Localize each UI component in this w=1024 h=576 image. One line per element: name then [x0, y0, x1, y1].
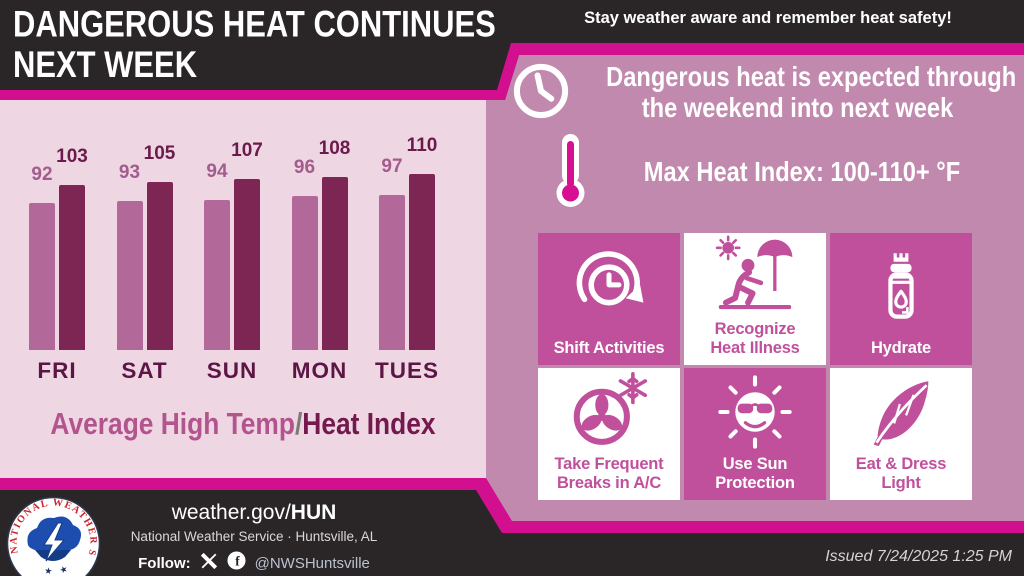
bar-group-mon: 96 108 MON — [291, 100, 350, 383]
average-high-temp-bar — [379, 195, 405, 350]
follow-label: Follow: — [138, 554, 191, 572]
max-heat-index-label: Max Heat Index: 100-110+ °F — [643, 156, 961, 187]
safety-tile-use-sun-protection: Use Sun Protection — [684, 368, 826, 500]
safety-tile-take-frequent-breaks-in-a-c: Take Frequent Breaks in A/C — [538, 368, 680, 500]
page-title: DANGEROUS HEAT CONTINUES NEXT WEEK — [13, 3, 496, 84]
tile-label: Recognize Heat Illness — [710, 320, 800, 357]
social-handle: @NWSHuntsville — [254, 554, 370, 572]
bar-chart: 92 103 FRI 93 105 SAT 94 107 SUN 96 108 MON 97 110 TUE… — [0, 100, 486, 383]
tile-label: Shift Activities — [553, 339, 665, 357]
website-url: weather.gov/HUN — [104, 501, 404, 525]
website-prefix: weather.gov/ — [171, 501, 291, 524]
chart-title-separator: / — [294, 406, 303, 441]
day-label: MON — [291, 358, 348, 383]
heat-index-value: 110 — [406, 135, 438, 156]
sun-protection-icon — [712, 368, 798, 455]
shift-clock-icon — [569, 233, 649, 339]
average-high-temp-bar — [29, 203, 55, 350]
day-label: TUES — [374, 358, 439, 383]
heat-index-value: 103 — [56, 146, 88, 167]
bar-group-sat: 93 105 SAT — [116, 100, 175, 383]
website-office-id: HUN — [290, 501, 337, 524]
alert-heading-line2: the weekend into next week — [641, 92, 954, 123]
alert-heading-line1: Dangerous heat is expected through — [606, 61, 1017, 92]
heat-index-bar — [409, 174, 435, 350]
day-label: SAT — [121, 358, 168, 383]
feather-icon — [860, 368, 942, 455]
average-high-temp-bar — [204, 200, 230, 350]
page-title-line1: DANGEROUS HEAT CONTINUES — [13, 1, 496, 45]
heat-illness-icon — [713, 233, 797, 320]
heat-index-bar — [234, 179, 260, 350]
water-bottle-icon — [863, 233, 939, 339]
x-twitter-icon — [200, 552, 218, 575]
bar-group-fri: 92 103 FRI — [29, 100, 88, 383]
thermometer-icon — [554, 132, 588, 215]
svg-text:f: f — [235, 554, 240, 569]
alert-heading: Dangerous heat is expected through the w… — [606, 61, 1017, 123]
chart-title: Average High Temp/Heat Index — [36, 406, 449, 442]
heat-index-value: 108 — [318, 138, 351, 159]
issued-timestamp: Issued 7/24/2025 1:25 PM — [825, 548, 1012, 565]
heat-index-value: 107 — [231, 140, 263, 161]
tile-label: Hydrate — [870, 339, 932, 357]
page-title-line2: NEXT WEEK — [13, 42, 198, 86]
safety-tile-eat-dress-light: Eat & Dress Light — [830, 368, 972, 500]
safety-tile-recognize-heat-illness: Recognize Heat Illness — [684, 233, 826, 365]
header-tagline: Stay weather aware and remember heat saf… — [584, 9, 952, 27]
tile-label: Use Sun Protection — [715, 455, 795, 492]
tile-label: Take Frequent Breaks in A/C — [554, 455, 664, 492]
average-high-temp-value: 93 — [118, 162, 141, 183]
chart-title-high-temp: Average High Temp — [50, 406, 295, 441]
safety-tiles: Shift Activities Recognize Heat Illness … — [538, 233, 972, 500]
tile-label: Eat & Dress Light — [855, 455, 947, 492]
day-label: SUN — [206, 358, 258, 383]
facebook-icon: f — [227, 551, 246, 575]
average-high-temp-value: 92 — [31, 164, 53, 185]
heat-index-bar — [146, 182, 173, 350]
bar-group-tues: 97 110 TUES — [375, 100, 438, 383]
social-row: Follow: f @NWSHuntsville — [104, 551, 404, 575]
chart-panel: 92 103 FRI 93 105 SAT 94 107 SUN 96 108 MON 97 110 TUE… — [0, 100, 486, 478]
average-high-temp-value: 96 — [293, 157, 316, 178]
clock-icon — [510, 60, 572, 127]
nws-logo: NATIONAL WEATHER SERVICE ★ ★ ★ — [0, 488, 101, 576]
heat-index-value: 105 — [143, 143, 176, 164]
heat-index-bar — [321, 177, 348, 350]
average-high-temp-bar — [116, 201, 143, 350]
chart-title-heat-index: Heat Index — [302, 406, 436, 441]
footer-info: weather.gov/HUN National Weather Service… — [104, 501, 404, 575]
day-label: FRI — [37, 358, 77, 383]
safety-tile-hydrate: Hydrate — [830, 233, 972, 365]
heat-index-bar — [59, 185, 85, 350]
bar-group-sun: 94 107 SUN — [204, 100, 263, 383]
average-high-temp-value: 94 — [206, 161, 228, 182]
ac-fan-icon — [566, 368, 652, 455]
safety-tile-shift-activities: Shift Activities — [538, 233, 680, 365]
average-high-temp-bar — [291, 196, 318, 350]
office-name: National Weather Service · Huntsville, A… — [130, 529, 378, 544]
average-high-temp-value: 97 — [381, 156, 403, 177]
